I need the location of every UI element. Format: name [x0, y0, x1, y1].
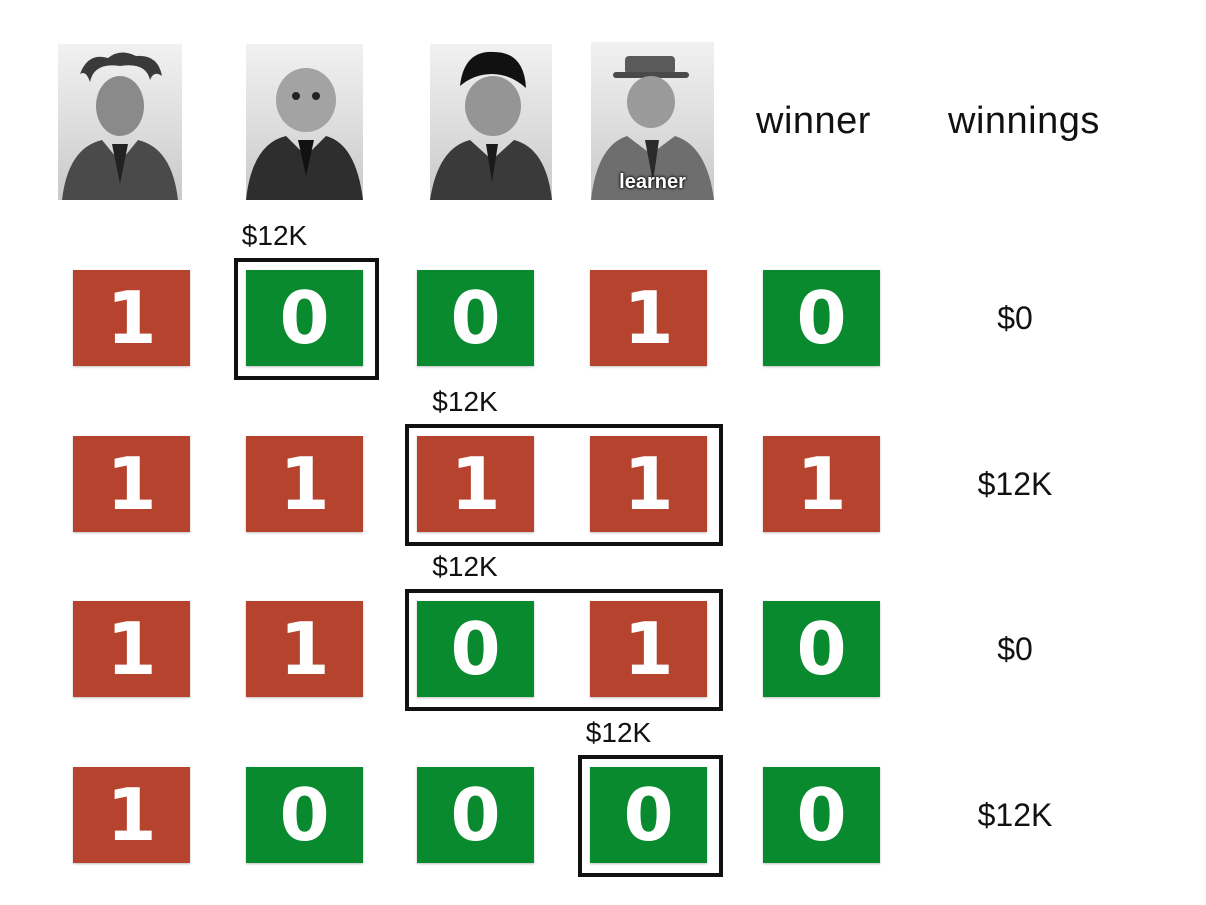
portrait-learner: learner: [591, 42, 714, 200]
portrait-3: [430, 44, 552, 200]
person-photo-icon: [246, 68, 363, 200]
guess-cell-r1-c2: 0: [246, 270, 363, 366]
bet-amount-r4: $12K: [585, 717, 652, 748]
guess-cell-r4-c3: 0: [417, 767, 534, 863]
winner-cell-r1-c5: 0: [763, 270, 880, 366]
guess-cell-r1-c1: 1: [73, 270, 190, 366]
guess-cell-r1-c3: 0: [417, 270, 534, 366]
guess-cell-r3-c2: 1: [246, 601, 363, 697]
bet-frame-r2: [405, 424, 723, 546]
bet-amount-r2: $12K: [432, 386, 498, 417]
winnings-value-r1: $0: [997, 300, 1033, 336]
guess-cell-r3-c4: 1: [590, 601, 707, 697]
learner-label: learner: [619, 171, 686, 193]
guess-cell-r2-c3: 1: [417, 436, 534, 532]
winner-cell-r2-c5: 1: [763, 436, 880, 532]
guess-cell-r3-c3: 0: [417, 601, 534, 697]
winner-header: winner: [756, 100, 871, 142]
bet-amount-r3: $12K: [432, 551, 498, 582]
bet-amount-r1: $12K: [241, 220, 308, 251]
guess-cell-r2-c2: 1: [246, 436, 363, 532]
guess-cell-r4-c2: 0: [246, 767, 363, 863]
winnings-value-r4: $12K: [977, 797, 1053, 833]
person-photo-icon: [591, 56, 714, 200]
bet-frame-r3: [405, 589, 723, 711]
person-photo-icon: [62, 52, 178, 200]
bet-frame-r1: [234, 258, 379, 380]
bet-frame-r4: [578, 755, 723, 877]
winnings-value-r3: $0: [997, 631, 1033, 667]
winnings-header: winnings: [948, 100, 1100, 142]
guess-cell-r4-c1: 1: [73, 767, 190, 863]
winner-cell-r4-c5: 0: [763, 767, 880, 863]
winner-cell-r3-c5: 0: [763, 601, 880, 697]
person-photo-icon: [430, 51, 552, 200]
portrait-1: [58, 44, 182, 200]
guess-cell-r2-c4: 1: [590, 436, 707, 532]
guess-cell-r1-c4: 1: [590, 270, 707, 366]
portrait-2: [246, 44, 363, 200]
guess-cell-r4-c4: 0: [590, 767, 707, 863]
guess-cell-r3-c1: 1: [73, 601, 190, 697]
guess-cell-r2-c1: 1: [73, 436, 190, 532]
winnings-value-r2: $12K: [977, 466, 1053, 502]
